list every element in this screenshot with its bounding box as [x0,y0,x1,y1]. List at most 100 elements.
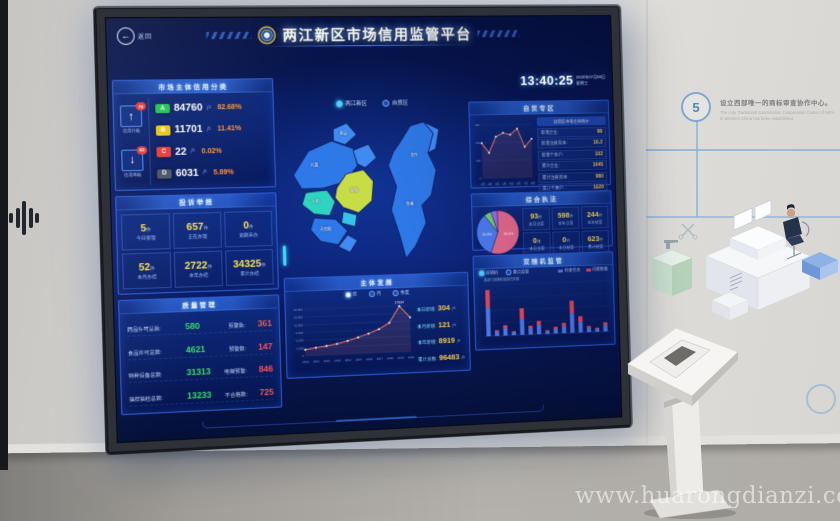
milestone-number: 5 [692,99,700,115]
svg-text:6月: 6月 [516,181,520,185]
kiosk-screen-slot [664,346,696,366]
dev-stat: 本年新增: 8919 户 [417,336,461,346]
complaints-panel: 投诉举报 5件 今日受理 657件 正在办理 [115,192,279,295]
credit-downgrade[interactable]: ↓ 63 信用降级 [121,145,148,178]
led-screen: ← 返回 两江新区市场信用监管平台 [93,4,633,456]
dashboard-header: ← 返回 两江新区市场信用监管平台 [106,16,612,66]
entity-development-panel: 主体发展 年 月 季度 0 3,000 6,000 9,000 12,000 15,000… [283,271,471,379]
upgrade-count-badge: 76 [135,102,147,111]
map-region-label: 翠云 [339,131,348,136]
scrollbar-thumb[interactable] [282,245,286,266]
radio-dot-icon [345,292,351,298]
svg-text:33.9%: 33.9% [482,232,493,236]
header-deco-left [206,31,252,40]
grade-badge: A [155,103,170,114]
svg-text:12,000: 12,000 [294,323,304,327]
arrow-down-icon: ↓ 63 [121,145,148,172]
stat-cell: 0件 本日立案 [522,231,551,256]
grade-badge: C [156,147,172,158]
map-tabs: 两江新区 自贸区 [279,96,464,111]
svg-text:2017: 2017 [377,357,384,361]
map-region-label: 龙兴 [410,152,418,157]
svg-text:2011: 2011 [313,359,320,363]
clock: 13:40:25 2020年07月08日 星期三 [520,72,606,88]
stat-cell: 598件 本年立案 [551,206,580,230]
faucet-icon [664,240,673,249]
svg-text:各部门双随机抽查任务数: 各部门双随机抽查任务数 [484,276,520,282]
svg-text:0: 0 [480,176,482,180]
stat-cell: 34325件 累计办结 [225,249,274,287]
ftz-line-chart: 0 120 240 360 1月 2月 3月 4月 5月 6月 7月 8月 [473,117,536,187]
clock-weekday: 星期三 [576,79,589,85]
quality-management-panel: 质量管理 药品许可总数: 580 预警数: 361 食品许可总数: 4621 预警数:… [117,294,283,416]
enforcement-panel: 综合执法 55.6% 33.9% 93件 本月立案 598件 本年立案 244件 本年结… [470,190,613,251]
svg-text:8月: 8月 [531,181,535,185]
credit-upgrade[interactable]: ↑ 76 信用升级 [119,102,147,135]
milestone-title-cn: 设立西部唯一的商标审查协作中心。 [720,100,832,107]
svg-text:2015: 2015 [356,358,363,362]
quality-row: 药品许可总数: 580 预警数: 361 [126,315,273,337]
mode-year[interactable]: 年 [345,292,357,298]
watermark: www.huarongdianzi.com [575,483,840,509]
arrow-up-icon: ↑ 76 [119,102,147,128]
svg-text:2020: 2020 [408,355,414,359]
svg-text:2016: 2016 [366,357,373,361]
back-button[interactable]: ← 返回 [116,27,153,45]
svg-text:2010: 2010 [302,360,309,364]
svg-text:0: 0 [302,354,304,358]
ftz-list-title: 自贸区市场主体统计 [536,116,606,127]
clock-time: 13:40:25 [519,72,574,89]
map-svg [279,110,468,278]
credit-classification-panel: 市场主体信用分类 ↑ 76 信用升级 [111,78,277,192]
svg-text:6,000: 6,000 [296,339,304,343]
quality-row: 抽样抽检总数: 13233 不合格数: 725 [128,384,274,407]
soundwave-logo [9,197,39,239]
mode-month[interactable]: 月 [369,291,381,297]
stat-cell: 5件 今日受理 [120,213,171,251]
milestone-connector-line [696,121,698,217]
district-map[interactable]: 礼嘉 翠云 鸳鸯 人和 天宫殿 龙兴 鱼嘴 [279,110,468,278]
credit-row-b: B 11701 户 11.41% [155,123,271,136]
radio-dot-icon [382,99,390,107]
svg-text:4月: 4月 [502,182,506,186]
stat-cell: 0件 逾期未办 [224,210,273,248]
stat-cell: 657件 正在办理 [172,211,222,249]
svg-text:2012: 2012 [324,359,331,363]
svg-text:3月: 3月 [495,182,499,186]
stat-cell: 93件 本月立案 [522,207,551,231]
ftz-row: 新增注册资本: 16.2 [537,137,607,149]
tools-icon [681,223,695,237]
screen-bezel: ← 返回 两江新区市场信用监管平台 [93,4,633,456]
wall-edge-panel [0,0,8,470]
tab-ftz[interactable]: 自贸区 [382,98,408,107]
svg-text:240: 240 [475,141,480,145]
ftz-row: 累计注册资本: 980 [538,171,608,183]
document-icon [729,272,743,291]
dashboard: ← 返回 两江新区市场信用监管平台 [104,14,623,444]
downgrade-count-badge: 63 [136,145,148,155]
monitor-icon [733,207,753,231]
svg-text:55.6%: 55.6% [504,232,515,236]
ftz-panel: 自贸专区 0 120 240 360 1月 2月 3月 4月 5月 6月 7月 8月 自贸区市场主体统… [468,99,612,194]
legend-swatch [558,269,564,273]
random-check-panel: 双随机监管 双随机 重点监管 检查任务 问题数量 [472,251,616,351]
development-line-chart: 0 3,000 6,000 9,000 12,000 15,000 18,000 2010 20… [289,299,414,366]
svg-text:2018: 2018 [387,356,394,360]
kiosk-stand [627,327,739,519]
tab-liangjiang[interactable]: 两江新区 [335,99,367,108]
dev-stat: 累计总数: 96483 户 [418,352,466,363]
chair-back [801,221,810,237]
grade-badge: B [155,125,171,136]
radio-dot-icon [335,99,343,108]
svg-text:18,000: 18,000 [293,308,303,312]
map-region-label: 礼嘉 [310,162,319,168]
credit-row-a: A 84760 户 82.68% [155,102,270,115]
svg-text:5月: 5月 [509,182,513,186]
stat-cell: 52件 本月办结 [121,252,172,290]
stat-cell: 2722件 本年办结 [173,250,224,288]
person-body [783,217,802,239]
svg-text:2019: 2019 [398,356,405,360]
dev-stat: 本月新增: 121 户 [417,319,457,329]
back-arrow-icon: ← [116,27,135,45]
mode-quarter[interactable]: 季度 [392,290,410,297]
